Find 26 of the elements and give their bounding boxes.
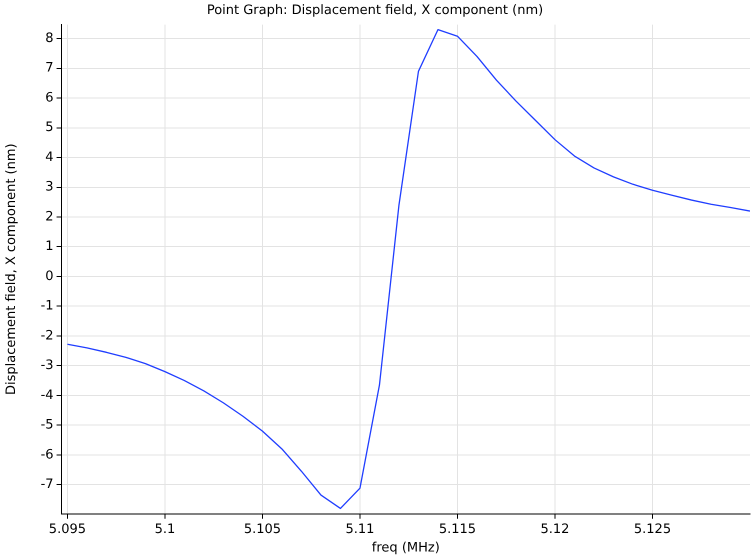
y-axis-title: Displacement field, X component (nm): [4, 143, 20, 395]
y-tick-label: -5: [40, 418, 54, 433]
x-tick-label: 5.11: [345, 522, 374, 537]
x-axis-title: freq (MHz): [372, 540, 440, 556]
x-tick-label: 5.095: [48, 522, 86, 537]
y-tick-label: 3: [45, 180, 54, 195]
y-tick-label: 1: [45, 239, 54, 254]
y-tick-label: 6: [45, 90, 54, 106]
y-tick-label: 8: [45, 30, 54, 46]
y-tick-label: -3: [40, 358, 54, 374]
y-tick-label: 5: [45, 120, 54, 136]
y-tick-label: 0: [45, 268, 54, 284]
x-tick-label: 5.115: [438, 522, 476, 537]
y-tick-label: 2: [45, 209, 54, 224]
y-tick-label: -7: [40, 477, 54, 492]
chart-title: Point Graph: Displacement field, X component (nm): [206, 3, 544, 18]
y-tick-label: 4: [45, 150, 54, 165]
y-tick-label: -2: [40, 328, 54, 344]
y-tick-label: -1: [40, 298, 54, 314]
x-tick-label: 5.105: [244, 522, 282, 537]
y-tick-label: -6: [40, 447, 54, 462]
x-tick-label: 5.12: [540, 522, 570, 537]
y-tick-label: 7: [45, 60, 54, 76]
y-tick-label: -4: [40, 388, 54, 403]
x-tick-label: 5.1: [154, 522, 176, 537]
x-tick-label: 5.125: [634, 522, 672, 537]
